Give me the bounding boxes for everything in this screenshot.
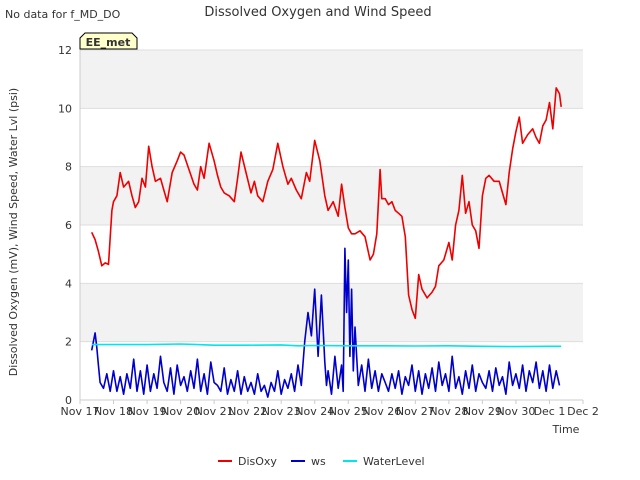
x-tick-label: Nov 28 xyxy=(429,405,468,418)
legend: DisOxy ws WaterLevel xyxy=(218,455,425,468)
y-tick-label: 6 xyxy=(65,219,72,232)
x-tick-label: Nov 22 xyxy=(228,405,267,418)
y-tick-label: 2 xyxy=(65,336,72,349)
x-tick-label: Nov 26 xyxy=(362,405,401,418)
badge-box xyxy=(79,32,138,50)
badge: EE_met xyxy=(79,32,138,50)
x-tick-label: Nov 24 xyxy=(295,405,334,418)
legend-label-disoxy: DisOxy xyxy=(238,455,277,468)
plot-band xyxy=(80,50,583,109)
x-tick-label: Nov 17 xyxy=(61,405,100,418)
x-tick-label: Dec 2 xyxy=(567,405,599,418)
badge-label: EE_met xyxy=(86,36,131,49)
y-tick-label: 4 xyxy=(65,277,72,290)
x-tick-label: Nov 19 xyxy=(128,405,167,418)
axes xyxy=(79,50,583,401)
no-data-note: No data for f_MD_DO xyxy=(5,8,121,21)
x-tick-label: Nov 23 xyxy=(262,405,301,418)
x-tick-label: Nov 30 xyxy=(496,405,535,418)
y-tick-labels: 0 2 4 6 8 10 12 xyxy=(58,44,72,407)
series-line-waterlevel xyxy=(91,343,562,348)
series-line-ws xyxy=(90,247,561,398)
y-axis-label: Dissolved Oxygen (mV), Wind Speed, Water… xyxy=(7,88,20,376)
x-tick-label: Nov 25 xyxy=(329,405,368,418)
legend-label-waterlevel: WaterLevel xyxy=(363,455,425,468)
x-tick-label: Dec 1 xyxy=(534,405,566,418)
x-tick-label: Nov 27 xyxy=(396,405,435,418)
x-axis-label: Time xyxy=(552,423,580,436)
plot-band xyxy=(80,283,583,342)
x-tick-label: Nov 18 xyxy=(94,405,133,418)
x-tick-label: Nov 29 xyxy=(463,405,502,418)
series-lines xyxy=(90,87,562,398)
y-tick-label: 12 xyxy=(58,44,72,57)
plot-band xyxy=(80,166,583,225)
legend-label-ws: ws xyxy=(311,455,326,468)
y-tick-label: 0 xyxy=(65,394,72,407)
chart-title: Dissolved Oxygen and Wind Speed xyxy=(204,5,431,20)
x-tick-label: Nov 21 xyxy=(195,405,234,418)
y-tick-label: 8 xyxy=(65,161,72,174)
series-line-disoxy xyxy=(90,87,562,320)
x-tick-label: Nov 20 xyxy=(161,405,200,418)
y-tick-label: 10 xyxy=(58,102,72,115)
